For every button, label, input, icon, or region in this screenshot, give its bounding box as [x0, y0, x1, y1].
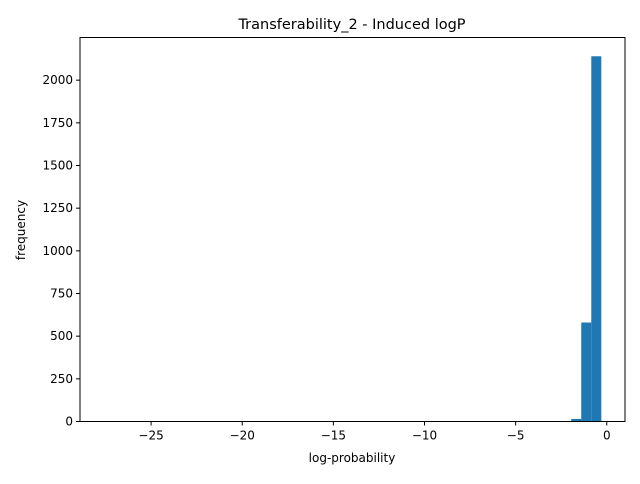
- histogram-bar-1: [581, 322, 592, 422]
- y-tick-label: 1750: [42, 116, 73, 130]
- x-axis-ticks: −25 −20 −15 −10 −5 0: [138, 421, 611, 443]
- y-tick-label: 1250: [42, 201, 73, 215]
- x-tick-label: −5: [507, 429, 525, 443]
- y-axis-label: frequency: [14, 200, 28, 260]
- x-axis-label: log-probability: [309, 451, 396, 465]
- y-tick-label: 250: [50, 372, 73, 386]
- bars-layer: [571, 56, 602, 422]
- y-tick-label: 500: [50, 329, 73, 343]
- histogram-bar-2: [591, 56, 602, 422]
- y-tick-label: 2000: [42, 73, 73, 87]
- x-tick-label: −25: [138, 429, 163, 443]
- x-tick-label: −20: [230, 429, 255, 443]
- y-tick-label: 750: [50, 287, 73, 301]
- x-tick-label: 0: [603, 429, 611, 443]
- y-tick-label: 0: [65, 415, 73, 429]
- x-tick-label: −10: [412, 429, 437, 443]
- histogram-bar-0: [571, 418, 582, 422]
- y-axis-ticks: 0 250 500 750 1000 1250 1500 1750 2000: [42, 73, 80, 429]
- x-tick-label: −15: [321, 429, 346, 443]
- y-tick-label: 1500: [42, 159, 73, 173]
- y-tick-label: 1000: [42, 244, 73, 258]
- plot-frame: [79, 37, 626, 422]
- chart-title: Transferability_2 - Induced logP: [237, 17, 465, 33]
